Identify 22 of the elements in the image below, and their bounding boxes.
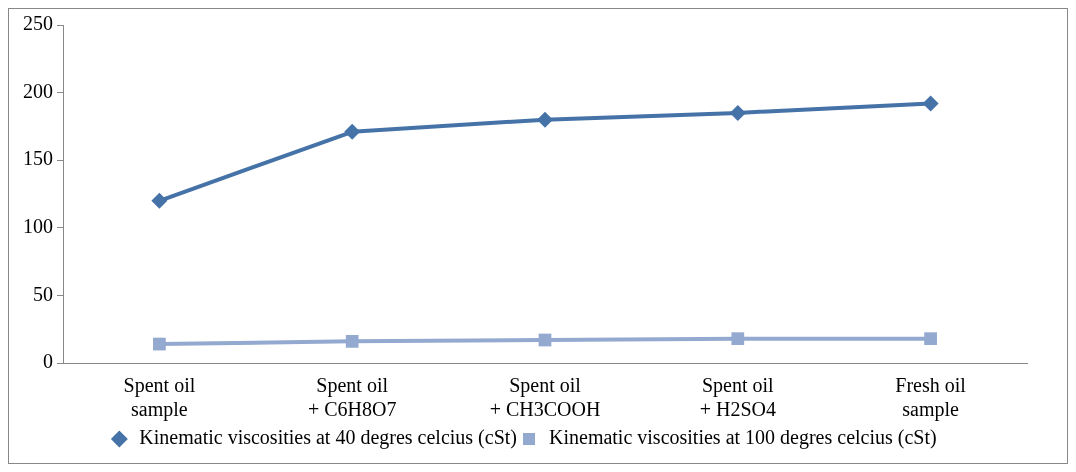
y-tick-label: 0 [43, 350, 53, 373]
legend-label: Kinematic viscosities at 100 degres celcius (cSt) [549, 426, 937, 450]
x-tick-label: Spent oil + H2SO4 [699, 374, 776, 421]
y-tick-label: 250 [23, 12, 53, 35]
point [924, 332, 937, 346]
y-tick-label: 100 [23, 215, 53, 238]
y-tick-label: 200 [23, 79, 53, 102]
y-tick-label: 50 [33, 282, 53, 305]
x-tick-label: Spent oil + CH3COOH [489, 374, 601, 421]
point [731, 332, 745, 346]
x-tick-label: Fresh oil sample [895, 374, 967, 422]
point [151, 192, 168, 209]
point [537, 111, 553, 128]
point [345, 335, 359, 348]
x-tick-label: Spent oil sample [123, 374, 196, 422]
x-tick-label: Spent oil + C6H8O7 [307, 374, 397, 421]
point [344, 123, 361, 140]
y-tick-label: 150 [23, 147, 53, 170]
point [922, 95, 939, 112]
legend-label: Kinematic viscosities at 40 degres celcius (cSt) [139, 426, 518, 450]
point [729, 104, 746, 121]
point [153, 337, 166, 351]
